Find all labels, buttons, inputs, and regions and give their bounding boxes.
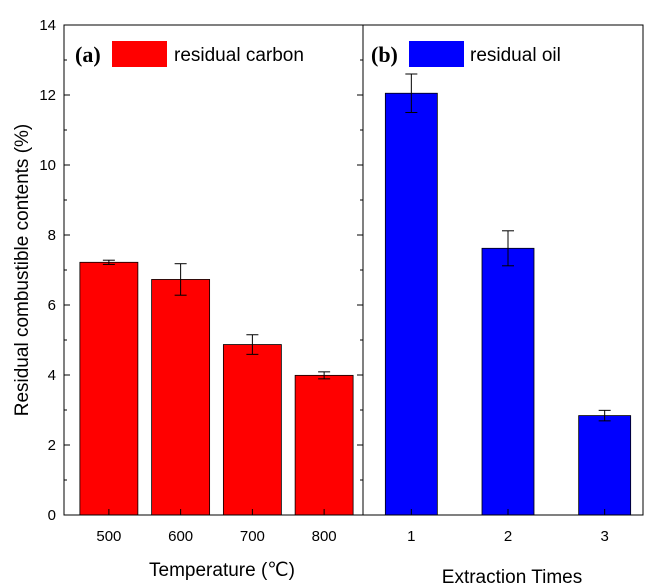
x-axis-title-a: Temperature (℃) <box>149 560 295 581</box>
panel-b: 1 2 3 <box>384 73 632 545</box>
legend-label-b: residual oil <box>470 45 561 66</box>
panel-label-a: (a) <box>75 42 101 67</box>
legend-swatch-a <box>112 41 167 67</box>
y-axis-title: Residual combustible contents (%) <box>12 124 33 417</box>
panel-a-x-tick-label: 700 <box>240 528 265 545</box>
panel-b-bar <box>384 92 438 516</box>
y-tick-label: 14 <box>39 17 56 34</box>
panel-a-x-tick-label: 800 <box>312 528 337 545</box>
plot-frame: 0 2 4 6 8 10 12 14 <box>39 17 644 524</box>
panel-a-bar <box>79 261 139 516</box>
panel-a: 500 600 700 800 <box>79 259 354 545</box>
panel-b-x-tick-label: 3 <box>600 528 608 545</box>
y-tick-label: 6 <box>48 297 56 314</box>
legend-label-a: residual carbon <box>174 45 304 66</box>
x-axis-title-b: Extraction Times <box>442 567 582 583</box>
panel-a-bar <box>151 279 211 516</box>
panel-label-b: (b) <box>371 42 398 67</box>
y-tick-label: 12 <box>39 87 56 104</box>
y-tick-label: 4 <box>48 367 56 384</box>
panel-a-bar <box>222 344 282 516</box>
y-tick-label: 8 <box>48 227 56 244</box>
panel-b-x-tick-label: 1 <box>407 528 415 545</box>
panel-a-x-tick-label: 500 <box>96 528 121 545</box>
panel-b-bar <box>481 247 535 516</box>
y-tick-label: 10 <box>39 157 56 174</box>
panel-a-bar <box>294 374 354 516</box>
y-tick-label: 0 <box>48 507 56 524</box>
panel-a-x-tick-label: 600 <box>168 528 193 545</box>
panel-b-bar <box>578 415 632 516</box>
legend-swatch-b <box>409 41 464 67</box>
panel-b-x-tick-label: 2 <box>504 528 512 545</box>
y-tick-label: 2 <box>48 437 56 454</box>
